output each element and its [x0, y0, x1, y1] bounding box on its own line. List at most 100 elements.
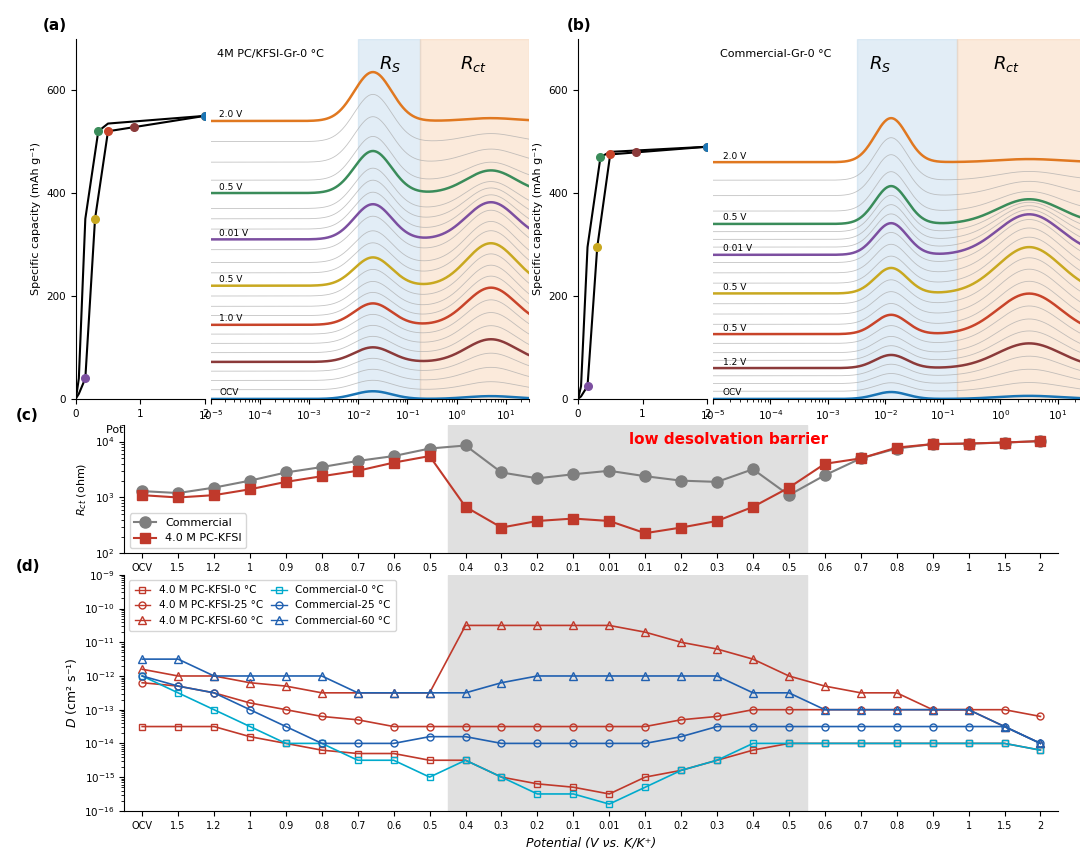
Commercial-25 °C: [351, 738, 364, 748]
Commercial-0 °C: [388, 755, 401, 765]
Text: (d): (d): [16, 559, 41, 573]
Commercial-60 °C: [567, 671, 580, 681]
4.0 M PC-KFSI-60 °C: [711, 644, 724, 654]
4.0 M PC-KFSI-25 °C: [962, 704, 975, 715]
Commercial-60 °C: [890, 704, 903, 715]
Commercial-0 °C: [782, 738, 795, 748]
4.0 M PC-KFSI-60 °C: [280, 681, 293, 692]
4.0 M PC-KFSI-60 °C: [746, 654, 759, 664]
Commercial-60 °C: [495, 678, 508, 688]
Commercial: [638, 471, 651, 481]
Commercial-0 °C: [495, 772, 508, 782]
Text: 0.5 V: 0.5 V: [219, 183, 243, 191]
4.0 M PC-KFSI: [315, 471, 328, 481]
Commercial-60 °C: [711, 671, 724, 681]
Commercial-25 °C: [207, 687, 220, 698]
Commercial-60 °C: [998, 722, 1011, 732]
Text: 1.0 V: 1.0 V: [219, 314, 243, 323]
Commercial-0 °C: [711, 755, 724, 765]
4.0 M PC-KFSI-25 °C: [819, 704, 832, 715]
Commercial: [782, 490, 795, 500]
Commercial-0 °C: [854, 738, 867, 748]
4.0 M PC-KFSI-25 °C: [423, 722, 436, 732]
Commercial: [315, 462, 328, 472]
4.0 M PC-KFSI-25 °C: [782, 704, 795, 715]
4.0 M PC-KFSI-25 °C: [675, 715, 688, 725]
Bar: [957, 39, 1080, 399]
4.0 M PC-KFSI: [962, 438, 975, 449]
4.0 M PC-KFSI-25 °C: [1034, 711, 1047, 722]
Commercial: [423, 444, 436, 454]
Commercial: [280, 468, 293, 478]
Commercial-0 °C: [136, 671, 149, 681]
4.0 M PC-KFSI-25 °C: [243, 698, 256, 708]
4.0 M PC-KFSI: [854, 453, 867, 463]
Commercial-60 °C: [638, 671, 651, 681]
Line: Commercial-25 °C: Commercial-25 °C: [138, 673, 1044, 746]
Text: $R_S$: $R_S$: [868, 54, 891, 74]
Text: $R_{ct}$: $R_{ct}$: [993, 54, 1020, 74]
Commercial: [495, 468, 508, 478]
4.0 M PC-KFSI-60 °C: [675, 637, 688, 648]
Commercial-25 °C: [136, 671, 149, 681]
Commercial-0 °C: [603, 799, 616, 809]
4.0 M PC-KFSI: [531, 516, 544, 526]
Commercial: [962, 438, 975, 449]
Commercial-60 °C: [819, 704, 832, 715]
Commercial-60 °C: [459, 687, 472, 698]
4.0 M PC-KFSI-0 °C: [711, 755, 724, 765]
4.0 M PC-KFSI-60 °C: [136, 664, 149, 674]
4.0 M PC-KFSI-60 °C: [423, 687, 436, 698]
4.0 M PC-KFSI-0 °C: [459, 755, 472, 765]
4.0 M PC-KFSI-25 °C: [459, 722, 472, 732]
X-axis label: Potential (V): Potential (V): [608, 424, 677, 434]
Commercial-25 °C: [962, 722, 975, 732]
4.0 M PC-KFSI-25 °C: [351, 715, 364, 725]
4.0 M PC-KFSI-60 °C: [243, 678, 256, 688]
4.0 M PC-KFSI: [136, 490, 149, 500]
Text: 1.2 V: 1.2 V: [723, 358, 746, 366]
Commercial-60 °C: [207, 671, 220, 681]
Text: 0.01 V: 0.01 V: [219, 229, 248, 238]
Commercial-60 °C: [351, 687, 364, 698]
4.0 M PC-KFSI-60 °C: [531, 620, 544, 631]
Commercial-25 °C: [495, 738, 508, 748]
Commercial-0 °C: [638, 782, 651, 792]
4.0 M PC-KFSI: [890, 443, 903, 453]
4.0 M PC-KFSI: [746, 502, 759, 512]
4.0 M PC-KFSI-0 °C: [675, 765, 688, 776]
X-axis label: Potential (V): Potential (V): [106, 424, 175, 434]
Commercial-0 °C: [998, 738, 1011, 748]
4.0 M PC-KFSI: [495, 523, 508, 533]
Commercial: [1034, 436, 1047, 446]
4.0 M PC-KFSI-25 °C: [531, 722, 544, 732]
4.0 M PC-KFSI-0 °C: [531, 779, 544, 789]
Text: OCV: OCV: [219, 389, 239, 397]
Text: $R_S$: $R_S$: [379, 54, 401, 74]
Text: 0.5 V: 0.5 V: [723, 323, 746, 333]
Commercial: [388, 451, 401, 462]
Commercial-0 °C: [315, 738, 328, 748]
4.0 M PC-KFSI: [388, 457, 401, 468]
4.0 M PC-KFSI: [603, 516, 616, 526]
4.0 M PC-KFSI-0 °C: [927, 738, 940, 748]
Commercial-60 °C: [603, 671, 616, 681]
Text: (b): (b): [567, 18, 592, 33]
Text: 2.0 V: 2.0 V: [219, 111, 243, 119]
4.0 M PC-KFSI-60 °C: [459, 620, 472, 631]
Commercial-25 °C: [423, 732, 436, 742]
Commercial-0 °C: [351, 755, 364, 765]
Commercial: [567, 469, 580, 480]
4.0 M PC-KFSI: [782, 482, 795, 492]
Commercial: [207, 482, 220, 492]
Text: low desolvation barrier: low desolvation barrier: [629, 432, 827, 447]
4.0 M PC-KFSI-0 °C: [495, 772, 508, 782]
4.0 M PC-KFSI-0 °C: [1034, 745, 1047, 755]
4.0 M PC-KFSI-60 °C: [567, 620, 580, 631]
4.0 M PC-KFSI-0 °C: [388, 748, 401, 758]
Bar: [359, 39, 420, 399]
Commercial-25 °C: [819, 722, 832, 732]
Commercial-25 °C: [1034, 738, 1047, 748]
4.0 M PC-KFSI-60 °C: [854, 687, 867, 698]
4.0 M PC-KFSI-25 °C: [890, 704, 903, 715]
